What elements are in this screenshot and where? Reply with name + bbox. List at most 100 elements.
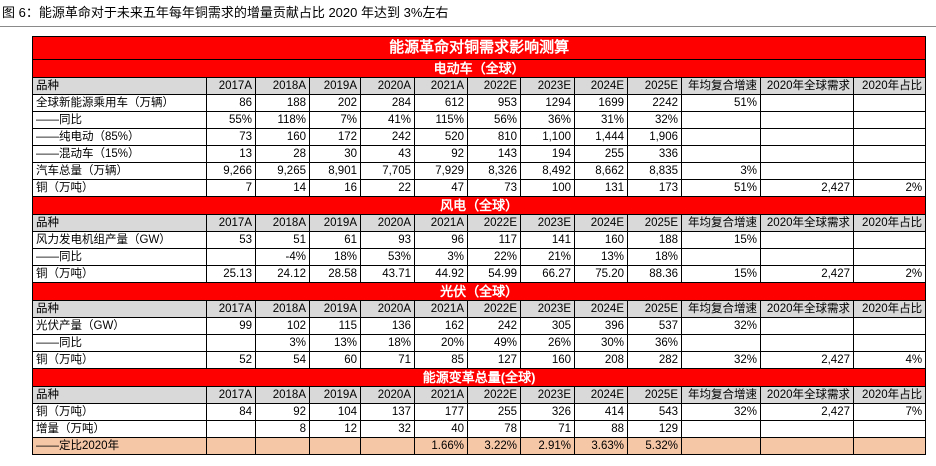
table-cell: 13: [206, 145, 256, 163]
row-label: 风力发电机组产量（GW）: [32, 231, 207, 249]
table-cell: [852, 94, 927, 112]
table-cell: [852, 231, 927, 249]
column-header: 2023E: [520, 77, 575, 95]
column-header: 2025E: [627, 214, 682, 232]
row-label: 铜（万吨）: [32, 403, 207, 421]
column-header: 2020A: [360, 214, 415, 232]
table-cell: [760, 317, 854, 335]
column-header: 2017A: [206, 214, 256, 232]
table-cell: 49%: [467, 334, 521, 352]
column-header: 2021A: [414, 214, 468, 232]
table-cell: [852, 437, 927, 455]
table-cell: 100: [520, 179, 575, 197]
table-cell: 73: [467, 179, 521, 197]
column-header: 2019A: [309, 300, 361, 318]
column-header: 2023E: [520, 214, 575, 232]
table-cell: 141: [520, 231, 575, 249]
table-cell: 188: [255, 94, 310, 112]
table-cell: 162: [414, 317, 468, 335]
table-cell: 2,427: [760, 265, 854, 283]
table-cell: -4%: [255, 248, 310, 266]
column-header: 2019A: [309, 214, 361, 232]
table-cell: 326: [520, 403, 575, 421]
table-cell: 54.99: [467, 265, 521, 283]
table-cell: [852, 248, 927, 266]
table-cell: 7%: [309, 111, 361, 129]
row-label: ——纯电动（85%）: [32, 128, 207, 146]
table-cell: 612: [414, 94, 468, 112]
table-row: 铜（万吨） 84 92 104 137 177 255 326 414 543 32% 2,427 7%: [32, 403, 927, 421]
table-cell: 26%: [520, 334, 575, 352]
table-title: 能源革命对铜需求影响测算: [31, 36, 927, 60]
table-cell: 32%: [681, 351, 761, 369]
section-title-row: 能源变革总量(全球): [31, 368, 927, 387]
column-header: 2022E: [467, 77, 521, 95]
table-row: 铜（万吨） 25.13 24.12 28.58 43.71 44.92 54.99 66.27…: [32, 265, 927, 283]
column-header: 2020A: [360, 386, 415, 404]
table-cell: [760, 248, 854, 266]
table-cell: 3.63%: [574, 437, 628, 455]
column-header: 2020年全球需求: [760, 214, 854, 232]
table-row: 风力发电机组产量（GW） 53 51 61 93 96 117 141 160 188 15%: [32, 231, 927, 249]
table-cell: 305: [520, 317, 575, 335]
table-cell: 160: [574, 231, 628, 249]
column-header-label: 品种: [32, 300, 207, 318]
table-cell: 336: [627, 145, 682, 163]
table-cell: 8,835: [627, 162, 682, 180]
table-cell: 60: [309, 351, 361, 369]
table-cell: 1,906: [627, 128, 682, 146]
header-row: 品种 2017A 2018A 2019A 2020A 2021A 2022E 2023E 202…: [32, 300, 927, 318]
table-cell: 4%: [852, 351, 927, 369]
column-header: 2024E: [574, 214, 628, 232]
table-cell: 194: [520, 145, 575, 163]
table-cell: 7,705: [360, 162, 415, 180]
table-cell: 172: [309, 128, 361, 146]
table-cell: 104: [309, 403, 361, 421]
table-cell: 414: [574, 403, 628, 421]
table-row: 增量（万吨） 8 12 32 40 78 71 88 129: [32, 420, 927, 438]
table-cell: [852, 145, 927, 163]
column-header-label: 品种: [32, 386, 207, 404]
table-cell: 8: [255, 420, 310, 438]
table-cell: [760, 334, 854, 352]
column-header: 2018A: [255, 386, 310, 404]
column-header: 2024E: [574, 77, 628, 95]
table-cell: 54: [255, 351, 310, 369]
column-header: 2024E: [574, 300, 628, 318]
table-cell: 30: [309, 145, 361, 163]
column-header: 2025E: [627, 300, 682, 318]
table-cell: 55%: [206, 111, 256, 129]
column-header: 2019A: [309, 386, 361, 404]
section-title-row: 风电（全球）: [31, 196, 927, 215]
table-cell: 84: [206, 403, 256, 421]
table-cell: 255: [467, 403, 521, 421]
table-cell: 30%: [574, 334, 628, 352]
column-header: 2020年全球需求: [760, 77, 854, 95]
table-cell: 88.36: [627, 265, 682, 283]
table-cell: 810: [467, 128, 521, 146]
table-cell: [681, 437, 761, 455]
table-cell: 15%: [681, 231, 761, 249]
table-cell: 543: [627, 403, 682, 421]
table-cell: 5.32%: [627, 437, 682, 455]
table-cell: 537: [627, 317, 682, 335]
table-cell: [309, 437, 361, 455]
table-cell: 8,662: [574, 162, 628, 180]
column-header: 年均复合增速: [681, 300, 761, 318]
column-header: 2020年全球需求: [760, 300, 854, 318]
table-cell: [852, 162, 927, 180]
table-cell: [852, 128, 927, 146]
table-cell: 7%: [852, 403, 927, 421]
caption-divider: [0, 26, 936, 27]
table-cell: 12: [309, 420, 361, 438]
table-cell: 2%: [852, 179, 927, 197]
table-cell: 136: [360, 317, 415, 335]
copy-demand-table: 能源革命对铜需求影响测算 电动车（全球） 品种 2017A 2018A 2019A 202…: [31, 36, 927, 455]
column-header: 2020年占比: [852, 386, 927, 404]
table-cell: 43: [360, 145, 415, 163]
table-cell: 31%: [574, 111, 628, 129]
table-cell: 242: [467, 317, 521, 335]
row-label: 增量（万吨）: [32, 420, 207, 438]
table-cell: 40: [414, 420, 468, 438]
column-header: 2017A: [206, 77, 256, 95]
